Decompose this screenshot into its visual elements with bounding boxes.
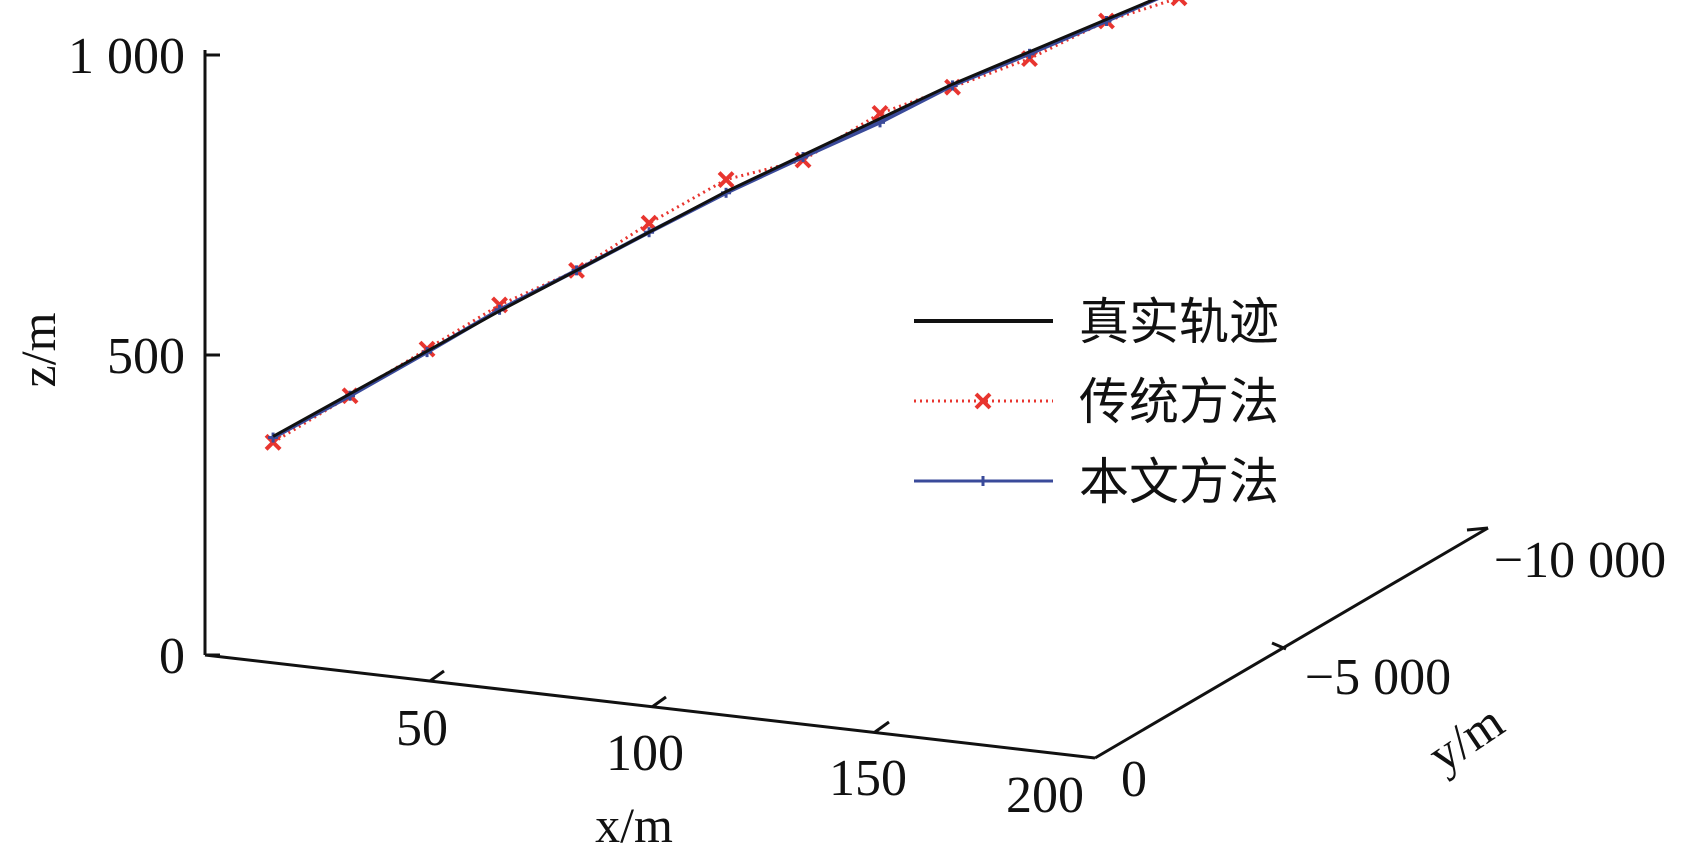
legend-label-2: 本文方法 xyxy=(1079,453,1279,511)
x-tick-label: 100 xyxy=(606,725,684,782)
legend-marker-2 xyxy=(978,476,988,486)
y-tick-marks xyxy=(1271,526,1489,651)
series-point-1 xyxy=(717,171,735,189)
y-tick-label: −5 000 xyxy=(1305,649,1451,706)
series-point-2 xyxy=(268,432,279,443)
legend-label-0: 真实轨迹 xyxy=(1079,293,1279,351)
series-line-2 xyxy=(272,0,1159,440)
y-tick-label: 0 xyxy=(1121,751,1147,808)
legend-marker-1 xyxy=(974,392,992,410)
y-tick-label: −10 000 xyxy=(1494,532,1666,589)
z-tick-label: 500 xyxy=(107,328,185,385)
x-tick-mark xyxy=(874,720,890,734)
marker-stroke xyxy=(871,104,889,122)
x-tick-label: 200 xyxy=(1006,767,1084,824)
series-line-0 xyxy=(272,0,1157,438)
series-point-1 xyxy=(1170,0,1188,7)
z-tick-label: 0 xyxy=(159,628,185,685)
x-axis-label: x/m xyxy=(595,797,673,849)
x-tick-mark xyxy=(429,669,445,683)
y-tick-mark xyxy=(1466,526,1489,532)
z-axis-label: z/m xyxy=(10,312,66,387)
z-tick-label: 1 000 xyxy=(68,28,185,85)
x-tick-label: 150 xyxy=(829,750,907,807)
x-axis-line xyxy=(204,653,1096,760)
series-layer xyxy=(264,0,1188,451)
x-tick-label: 50 xyxy=(396,700,448,757)
marker-stroke xyxy=(717,171,735,189)
y-tick-mark xyxy=(1271,641,1287,651)
x-tick-mark xyxy=(651,695,667,709)
marker-stroke xyxy=(974,392,992,410)
marker-stroke xyxy=(640,214,658,232)
legend-label-1: 传统方法 xyxy=(1079,373,1279,431)
y-axis-label: y/m xyxy=(1418,693,1514,783)
marker-stroke xyxy=(1178,0,1188,7)
x-tick-marks xyxy=(429,669,890,734)
marker-stroke xyxy=(1170,0,1180,7)
z-tick-marks xyxy=(205,53,220,657)
y-axis-line xyxy=(1094,526,1489,760)
